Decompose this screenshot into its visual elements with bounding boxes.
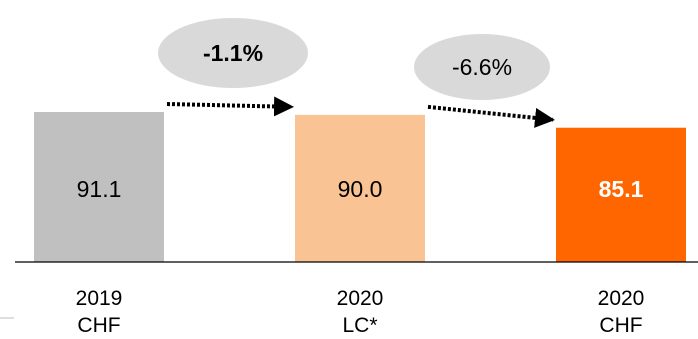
bars: 91.1 90.0 85.1 [34, 112, 686, 262]
change-label-1: -6.6% [452, 54, 512, 80]
change-arrow-0 [166, 96, 294, 117]
change-bubble-0 [158, 18, 308, 88]
bar-1 [295, 114, 425, 262]
bar-2 [556, 127, 686, 262]
change-label-0: -1.1% [203, 40, 263, 66]
x-tick-label-1: 2020 LC* [337, 287, 384, 337]
bar-0 [34, 112, 164, 262]
change-bubble-1 [414, 34, 550, 100]
change-arrow-1 [427, 104, 555, 128]
bar-value-label-0: 91.1 [77, 176, 122, 202]
x-tick-label-0: 2019 CHF [76, 287, 123, 337]
change-arrows [166, 96, 555, 128]
change-bubbles: -1.1% -6.6% [158, 18, 550, 100]
bar-value-label-1: 90.0 [338, 176, 383, 202]
x-tick-labels: 2019 CHF 2020 LC* 2020 CHF [76, 287, 645, 337]
bar-value-label-2: 85.1 [599, 176, 644, 202]
x-tick-label-2: 2020 CHF [598, 287, 645, 337]
